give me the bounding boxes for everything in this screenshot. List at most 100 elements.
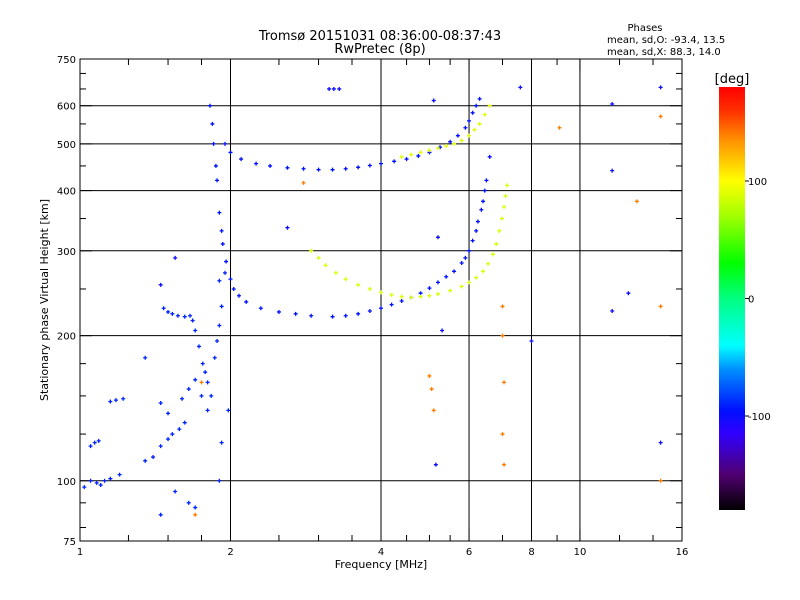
data-point [502,204,507,209]
data-point [435,235,440,240]
data-point [301,166,306,171]
data-point [472,127,477,132]
data-point [337,86,342,91]
data-point [182,314,187,319]
data-point [173,489,178,494]
y-tick-label: 300 [57,247,76,258]
x-tick-label: 8 [528,547,534,558]
axis-ticks: 1 2 4 6 8 10 16 75 100 200 300 400 500 600 750 [57,55,688,558]
data-point [435,280,440,285]
data-point [658,478,663,483]
data-point [343,277,348,282]
colorbar-tick-label: 100 [748,177,767,188]
data-point [88,444,93,449]
data-point [211,141,216,146]
colorbar: [deg] 100 0 -100 [715,72,771,510]
colorbar-tick-label: 0 [748,295,754,306]
series-x-mode-f-trace [309,183,510,300]
data-point [477,96,482,101]
data-point [448,139,453,144]
data-point [379,161,383,166]
data-point [177,427,182,432]
data-point [435,146,440,151]
data-point [209,393,214,398]
data-point [309,313,314,318]
data-point [151,455,156,460]
data-point [389,292,394,297]
x-axis-label: Frequency [MHz] [335,558,427,571]
data-point [182,420,187,425]
data-point [486,261,491,266]
data-point [463,125,468,130]
data-point [193,512,198,517]
data-point [505,183,510,188]
data-point [481,269,486,274]
data-point [166,437,171,442]
data-point [438,145,443,150]
data-point [404,157,409,162]
data-point [205,408,210,413]
data-point [121,396,126,401]
stats-x-mode: mean, sd,X: 88.3, 14.0 [607,47,721,58]
data-point [309,248,314,253]
data-point [193,377,198,382]
data-point [200,361,205,366]
data-point [418,150,423,155]
data-point [356,311,361,316]
data-point [244,299,249,304]
data-point [658,440,663,445]
data-point [418,291,423,296]
data-point [199,393,204,398]
data-point [158,282,163,287]
data-point [158,512,163,517]
chart-title: Tromsø 20151031 08:36:00-08:37:43 [258,29,501,44]
data-point [98,483,103,488]
y-tick-label: 100 [57,477,76,488]
data-point [82,485,87,490]
x-tick-label: 10 [574,547,587,558]
data-point [199,380,204,385]
data-point [367,309,372,314]
data-point [467,133,472,138]
series-o-mode-f-trace [208,103,489,319]
data-point [557,125,562,130]
x-tick-label: 2 [227,547,233,558]
plot-frame [79,58,683,542]
data-point [323,263,328,268]
y-tick-label: 75 [63,537,76,548]
data-point [268,163,273,168]
data-point [440,328,445,333]
data-point [474,275,479,280]
data-point [452,141,457,146]
data-point [92,440,97,445]
data-point [444,143,449,148]
data-point [327,86,332,91]
data-point [108,399,113,404]
data-point [379,290,383,295]
data-point [416,153,421,158]
data-point [285,225,290,230]
data-point [484,178,489,183]
data-point [143,355,148,360]
data-point [427,286,432,291]
data-point [186,500,191,505]
data-point [96,438,101,443]
data-point [217,210,222,215]
data-point [239,157,244,162]
data-point [166,309,171,314]
data-point [502,380,507,385]
series-scattered-echoes [158,85,663,467]
stats-o-mode: mean, sd,O: -93.4, 13.5 [607,35,725,46]
data-point [658,114,663,119]
data-point [467,248,472,253]
y-tick-label: 500 [57,140,76,151]
data-point [219,440,224,445]
data-point [634,199,639,204]
data-point [215,178,220,183]
data-point [186,387,191,392]
data-point [180,396,185,401]
data-point [203,370,208,375]
data-point [161,306,166,311]
data-point [175,313,180,318]
data-point [170,311,175,316]
